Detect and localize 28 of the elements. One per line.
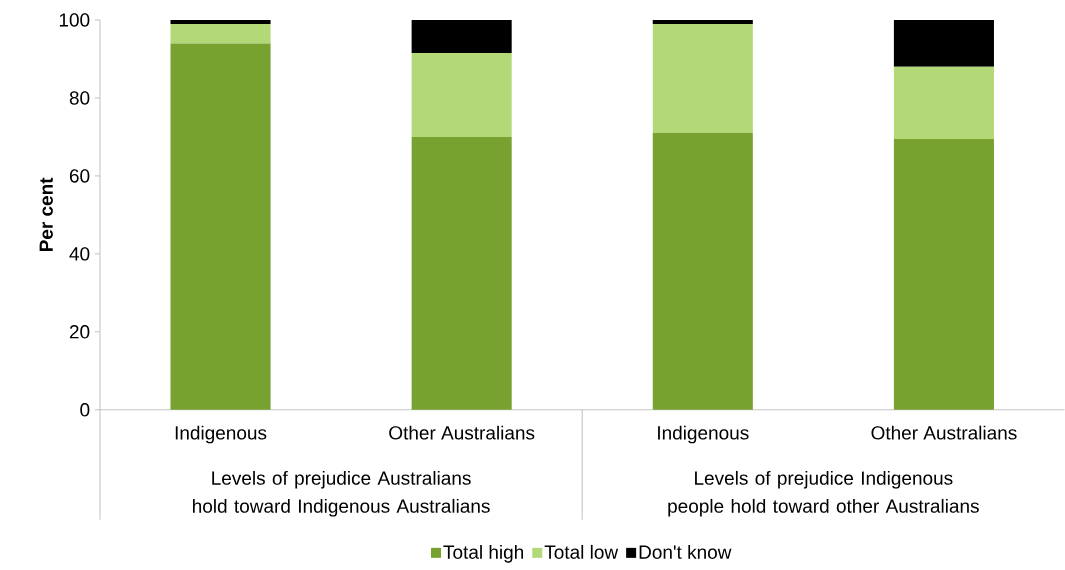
bar	[411, 137, 512, 410]
x-tick-label: Indigenous	[658, 425, 749, 444]
bar	[893, 66, 994, 140]
text: Levels of prejudice Indigenous people hold toward other Australians	[668, 471, 979, 517]
bar	[170, 20, 271, 25]
y-tick-label: 80	[69, 91, 90, 105]
bar	[893, 139, 994, 410]
y-tick-label: 20	[69, 325, 90, 339]
y-tick-label: 40	[69, 247, 90, 261]
bar	[652, 20, 753, 25]
bar	[411, 20, 512, 54]
bar	[893, 20, 994, 67]
legend-label: Total high	[443, 545, 524, 563]
bar	[170, 43, 271, 410]
x-tick-label: Indigenous	[175, 425, 267, 444]
text: Levels of prejudice Australians hold toward Indigenous Australians	[193, 471, 490, 517]
y-axis-title: Per cent	[39, 177, 53, 252]
bar	[652, 133, 753, 410]
x-tick-label: Other Australians	[389, 425, 535, 440]
bar	[652, 24, 753, 134]
bar	[170, 24, 271, 44]
bar	[411, 53, 512, 138]
legend-label: Don't know	[639, 545, 732, 560]
y-tick-label: 100	[59, 13, 90, 27]
x-tick-label: Other Australians	[871, 425, 1017, 440]
y-tick-label: 0	[80, 403, 90, 417]
legend-label: Total low	[544, 545, 619, 560]
y-tick-label: 60	[69, 169, 90, 183]
